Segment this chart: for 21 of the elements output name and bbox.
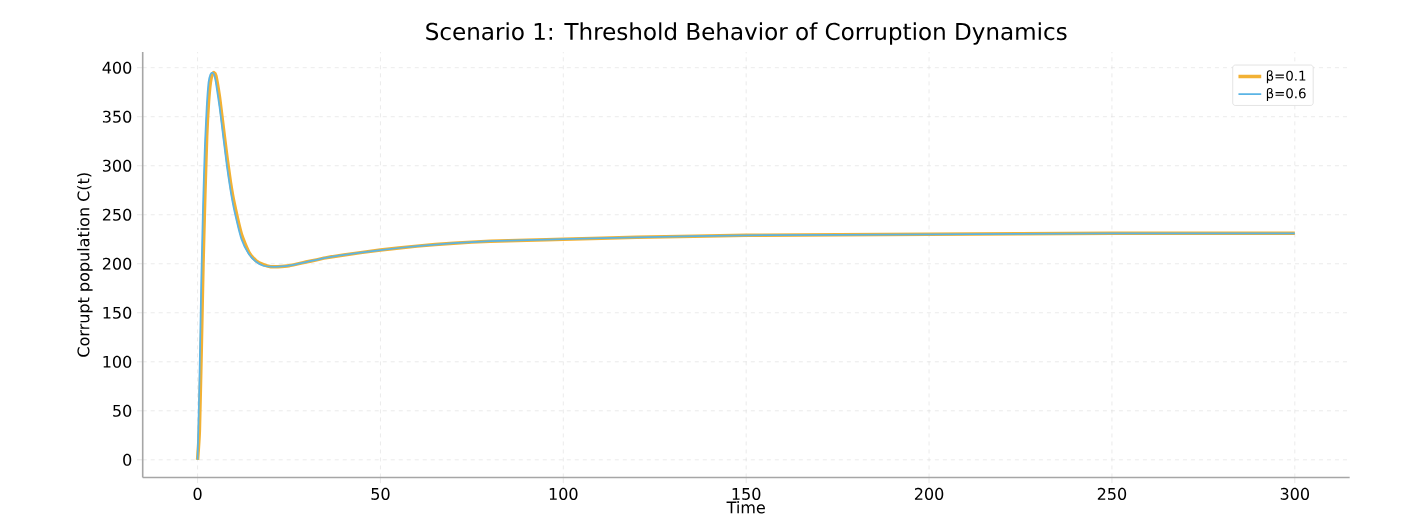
y-tick-label: 200 xyxy=(102,257,132,270)
x-tick-label: 200 xyxy=(914,487,944,500)
y-tick-label: 150 xyxy=(103,306,132,319)
x-tick-label: 50 xyxy=(371,487,390,500)
x-axis-title: Time xyxy=(726,500,765,514)
legend-label: β=0.6 xyxy=(1266,87,1306,101)
x-tick-label: 0 xyxy=(193,487,202,500)
y-tick-label: 250 xyxy=(102,208,132,221)
y-tick-label: 50 xyxy=(113,404,132,417)
y-tick-label: 300 xyxy=(102,159,132,172)
chart-title: Scenario 1: Threshold Behavior of Corruption Dynamics xyxy=(426,22,1067,45)
x-tick-label: 300 xyxy=(1280,487,1309,500)
y-tick-label: 100 xyxy=(103,355,132,368)
y-tick-label: 400 xyxy=(102,61,132,74)
legend-label: β=0.1 xyxy=(1266,70,1306,84)
x-tick-label: 150 xyxy=(732,487,761,500)
x-tick-label: 250 xyxy=(1097,487,1127,500)
y-axis-title: Corrupt population C(t) xyxy=(77,173,93,357)
x-tick-label: 100 xyxy=(549,487,578,500)
y-tick-label: 0 xyxy=(123,453,132,466)
y-tick-label: 350 xyxy=(102,110,132,123)
